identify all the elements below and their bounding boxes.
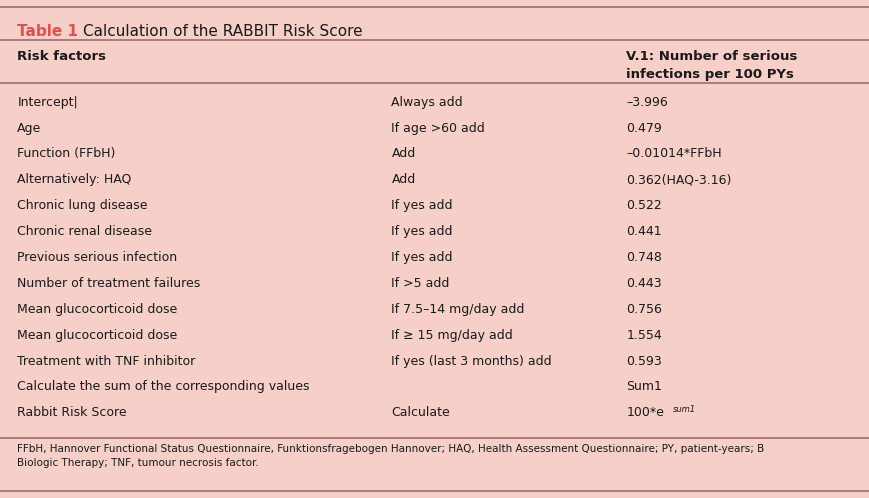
Text: Age: Age xyxy=(17,122,42,134)
Text: If age >60 add: If age >60 add xyxy=(391,122,485,134)
Text: Add: Add xyxy=(391,147,415,160)
Text: –3.996: –3.996 xyxy=(626,96,667,109)
Text: Risk factors: Risk factors xyxy=(17,50,106,63)
Text: Chronic renal disease: Chronic renal disease xyxy=(17,225,152,238)
Text: If 7.5–14 mg/day add: If 7.5–14 mg/day add xyxy=(391,303,524,316)
Text: Function (FFbH): Function (FFbH) xyxy=(17,147,116,160)
Text: 0.593: 0.593 xyxy=(626,355,661,368)
Text: Mean glucocorticoid dose: Mean glucocorticoid dose xyxy=(17,329,177,342)
Text: –0.01014*FFbH: –0.01014*FFbH xyxy=(626,147,721,160)
Text: Number of treatment failures: Number of treatment failures xyxy=(17,277,201,290)
Text: Previous serious infection: Previous serious infection xyxy=(17,251,177,264)
Text: Sum1: Sum1 xyxy=(626,380,661,393)
Text: Treatment with TNF inhibitor: Treatment with TNF inhibitor xyxy=(17,355,196,368)
Text: If yes add: If yes add xyxy=(391,199,453,212)
Text: 0.362(HAQ-3.16): 0.362(HAQ-3.16) xyxy=(626,173,731,186)
Text: If >5 add: If >5 add xyxy=(391,277,449,290)
Text: sum1: sum1 xyxy=(673,405,696,414)
Text: Calculation of the RABBIT Risk Score: Calculation of the RABBIT Risk Score xyxy=(83,24,362,39)
Text: 1.554: 1.554 xyxy=(626,329,661,342)
Text: 0.441: 0.441 xyxy=(626,225,661,238)
Text: Rabbit Risk Score: Rabbit Risk Score xyxy=(17,406,127,419)
Text: 100*e: 100*e xyxy=(626,406,664,419)
Text: Calculate: Calculate xyxy=(391,406,450,419)
Text: FFbH, Hannover Functional Status Questionnaire, Funktionsfragebogen Hannover; HA: FFbH, Hannover Functional Status Questio… xyxy=(17,444,764,468)
Text: Always add: Always add xyxy=(391,96,462,109)
Text: 0.522: 0.522 xyxy=(626,199,661,212)
Text: V.1: Number of serious
infections per 100 PYs: V.1: Number of serious infections per 10… xyxy=(626,50,797,81)
Text: 0.748: 0.748 xyxy=(626,251,661,264)
Text: 0.443: 0.443 xyxy=(626,277,661,290)
Text: If yes (last 3 months) add: If yes (last 3 months) add xyxy=(391,355,552,368)
Text: Chronic lung disease: Chronic lung disease xyxy=(17,199,148,212)
Text: Table 1: Table 1 xyxy=(17,24,78,39)
Text: Intercept|: Intercept| xyxy=(17,96,78,109)
Text: Calculate the sum of the corresponding values: Calculate the sum of the corresponding v… xyxy=(17,380,309,393)
Text: Mean glucocorticoid dose: Mean glucocorticoid dose xyxy=(17,303,177,316)
Text: 0.479: 0.479 xyxy=(626,122,661,134)
Text: Alternatively: HAQ: Alternatively: HAQ xyxy=(17,173,131,186)
Text: If yes add: If yes add xyxy=(391,251,453,264)
Text: 0.756: 0.756 xyxy=(626,303,661,316)
Text: Add: Add xyxy=(391,173,415,186)
Text: If ≥ 15 mg/day add: If ≥ 15 mg/day add xyxy=(391,329,513,342)
Text: If yes add: If yes add xyxy=(391,225,453,238)
